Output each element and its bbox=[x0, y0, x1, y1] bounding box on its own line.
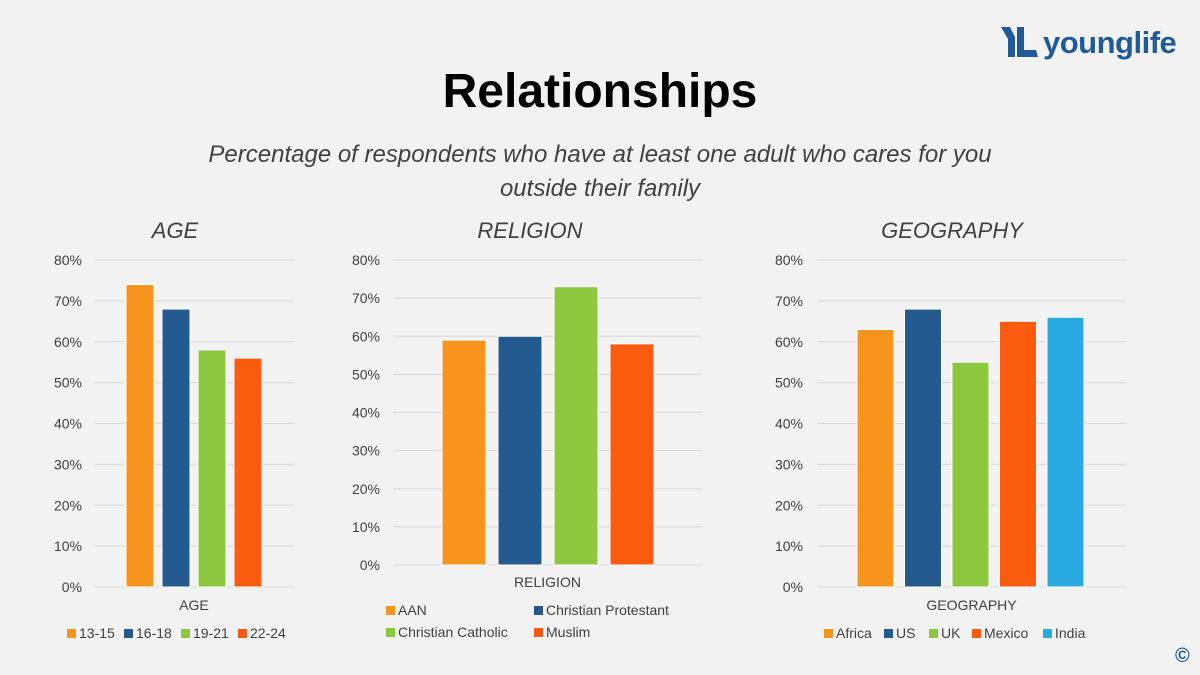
legend-item: 19-21 bbox=[181, 625, 229, 641]
legend-item: Christian Catholic bbox=[386, 624, 508, 640]
y-tick-label: 0% bbox=[360, 557, 380, 573]
y-tick-label: 60% bbox=[54, 334, 82, 350]
y-tick-label: 70% bbox=[54, 293, 82, 309]
legend-swatch bbox=[534, 605, 543, 615]
legend-label: Christian Catholic bbox=[398, 624, 508, 640]
legend-item: US bbox=[884, 625, 915, 641]
legend-item: Muslim bbox=[534, 624, 590, 640]
legend-label: 19-21 bbox=[193, 625, 229, 641]
bar-uk bbox=[951, 361, 990, 588]
y-tick-label: 20% bbox=[775, 497, 803, 513]
bar-19-21 bbox=[197, 349, 227, 588]
bar-india bbox=[1046, 316, 1085, 588]
copyright-icon: © bbox=[1175, 645, 1190, 667]
chart-religion: 0% 10% 20% 30% 40% 50% 60% 70% 80% RELIGION bbox=[352, 252, 702, 590]
bar-16-18 bbox=[161, 308, 191, 588]
legend-swatch bbox=[972, 628, 981, 638]
legend-swatch bbox=[1043, 628, 1052, 638]
x-axis-title: RELIGION bbox=[514, 574, 581, 590]
legend-label: 16-18 bbox=[136, 625, 172, 641]
legend-label: India bbox=[1055, 625, 1086, 641]
legend-swatch bbox=[386, 627, 395, 637]
bar-us bbox=[904, 308, 942, 588]
y-tick-label: 60% bbox=[352, 328, 380, 344]
chart-age: 0% 10% 20% 30% 40% 50% 60% 70% 80% AGE bbox=[54, 252, 294, 613]
legend-item: Africa bbox=[824, 625, 872, 641]
legend-label: Mexico bbox=[984, 625, 1029, 641]
legend-swatch bbox=[238, 628, 247, 638]
legend-item: UK bbox=[929, 625, 960, 641]
younglife-logo: younglife bbox=[1000, 22, 1177, 62]
legend-item: AAN bbox=[386, 602, 427, 618]
bar-christian-protestant bbox=[497, 335, 543, 566]
y-tick-label: 30% bbox=[775, 456, 803, 472]
legend-item: India bbox=[1043, 625, 1085, 641]
y-tick-label: 80% bbox=[54, 252, 82, 268]
legend-swatch bbox=[534, 627, 543, 637]
y-tick-label: 0% bbox=[62, 579, 82, 595]
subtitle: Percentage of respondents who have at le… bbox=[208, 141, 992, 202]
legend-swatch bbox=[884, 628, 893, 638]
y-tick-label: 30% bbox=[54, 456, 82, 472]
legend-label: UK bbox=[941, 625, 961, 641]
y-tick-label: 40% bbox=[54, 416, 82, 432]
y-tick-label: 80% bbox=[352, 252, 380, 268]
younglife-yl-logo-icon bbox=[1001, 27, 1038, 57]
legend-swatch bbox=[929, 628, 938, 638]
bar-africa bbox=[856, 328, 895, 588]
legend-label: Christian Protestant bbox=[546, 602, 669, 618]
y-tick-label: 40% bbox=[775, 416, 803, 432]
panel-title-religion: RELIGION bbox=[477, 218, 583, 243]
y-tick-label: 50% bbox=[352, 366, 380, 382]
y-tick-label: 80% bbox=[775, 252, 803, 268]
y-tick-label: 60% bbox=[775, 334, 803, 350]
bar-muslim bbox=[609, 343, 655, 566]
bar-christian-catholic bbox=[553, 286, 599, 566]
chart-geography: 0% 10% 20% 30% 40% 50% 60% 70% 80% GEOGRAPHY bbox=[775, 252, 1126, 613]
y-tick-label: 30% bbox=[352, 443, 380, 459]
x-axis-title: AGE bbox=[179, 597, 209, 613]
legend-item: 22-24 bbox=[238, 625, 286, 641]
bar-aan bbox=[441, 339, 487, 566]
legend-item: Mexico bbox=[972, 625, 1028, 641]
y-tick-label: 10% bbox=[775, 538, 803, 554]
legend-label: US bbox=[896, 625, 916, 641]
bar-22-24 bbox=[233, 357, 263, 588]
x-axis-title: GEOGRAPHY bbox=[926, 597, 1017, 613]
panel-title-age: AGE bbox=[151, 218, 199, 243]
legend-label: AAN bbox=[398, 602, 427, 618]
y-tick-label: 10% bbox=[352, 519, 380, 535]
legend-item: 13-15 bbox=[67, 625, 115, 641]
bar-mexico bbox=[999, 320, 1037, 588]
legend-item: Christian Protestant bbox=[534, 602, 669, 618]
page-title: Relationships bbox=[442, 65, 758, 118]
y-tick-label: 20% bbox=[352, 481, 380, 497]
legend-swatch bbox=[124, 628, 133, 638]
legend-swatch bbox=[824, 628, 833, 638]
legend-label: 22-24 bbox=[250, 625, 286, 641]
legend-swatch bbox=[67, 628, 76, 638]
legend-swatch bbox=[386, 605, 395, 615]
legend-label: 13-15 bbox=[79, 625, 115, 641]
y-tick-label: 70% bbox=[352, 290, 380, 306]
panel-title-geography: GEOGRAPHY bbox=[881, 218, 1023, 243]
y-tick-label: 50% bbox=[54, 375, 82, 391]
legend-label: Africa bbox=[836, 625, 872, 641]
y-tick-label: 20% bbox=[54, 497, 82, 513]
y-tick-label: 50% bbox=[775, 375, 803, 391]
legend-label: Muslim bbox=[546, 624, 591, 640]
logo-text: younglife bbox=[1043, 24, 1177, 60]
y-tick-label: 10% bbox=[54, 538, 82, 554]
y-tick-label: 0% bbox=[783, 579, 803, 595]
bar-13-15 bbox=[125, 284, 155, 588]
y-tick-label: 40% bbox=[352, 405, 380, 421]
legend-item: 16-18 bbox=[124, 625, 172, 641]
legend-swatch bbox=[181, 628, 190, 638]
y-tick-label: 70% bbox=[775, 293, 803, 309]
